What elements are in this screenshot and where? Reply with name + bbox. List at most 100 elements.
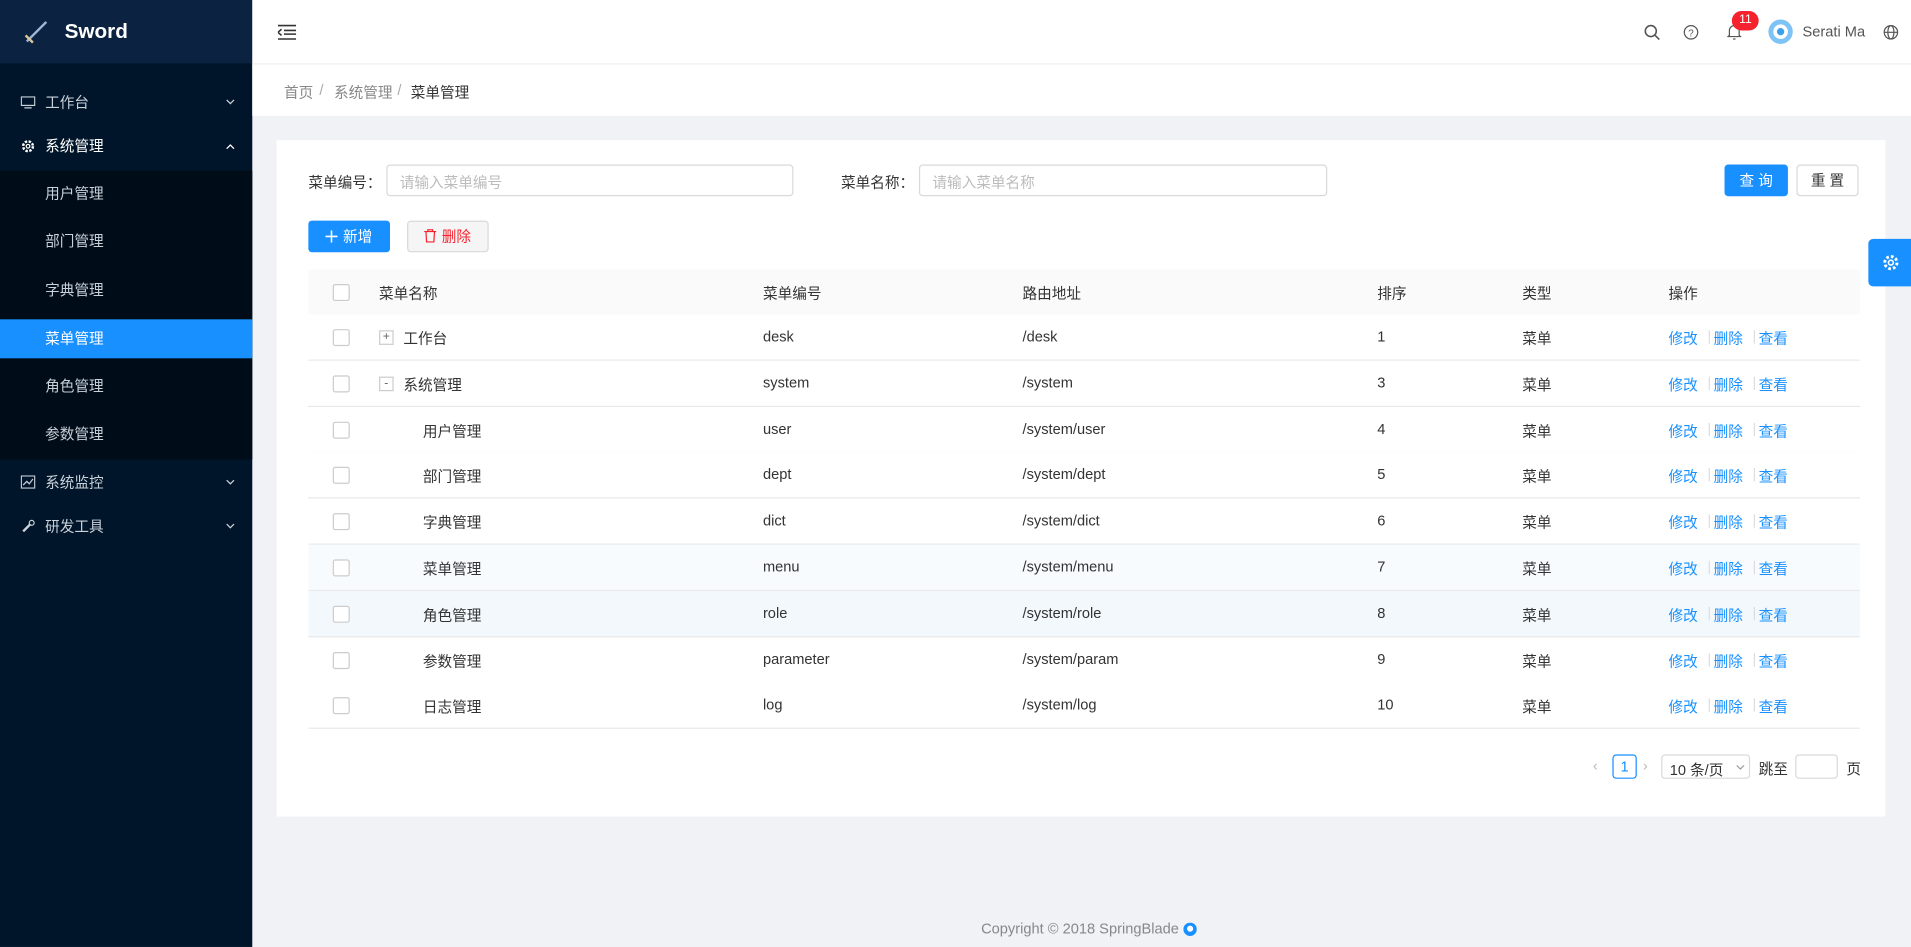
action-link[interactable]: 删除 (1713, 468, 1743, 486)
action-link[interactable]: 修改 (1668, 422, 1698, 440)
submenu-item[interactable]: 角色管理 (0, 363, 252, 411)
action-divider (1708, 514, 1710, 528)
checkbox[interactable] (332, 283, 350, 302)
route-path: /system/user (1022, 419, 1106, 438)
checkbox[interactable] (332, 375, 350, 393)
submenu-item[interactable]: 用户管理 (0, 171, 252, 219)
text-input[interactable]: 请输入菜单名称 (918, 164, 1328, 197)
action-divider (1753, 422, 1755, 436)
submenu: 用户管理 部门管理 字典管理 菜单管理 角色管理 参数管理 (0, 170, 253, 460)
action-divider (1753, 330, 1755, 344)
submenu-label: 用户管理 (45, 185, 104, 203)
settings-tab[interactable] (1868, 238, 1911, 287)
breadcrumb-separator: / (319, 81, 324, 99)
menu-item[interactable]: 系统监控 (0, 461, 252, 505)
menu-item[interactable]: 工作台 (0, 80, 252, 124)
menu-label: 研发工具 (45, 517, 104, 536)
field-label: 菜单编号： (308, 174, 382, 192)
delete-button[interactable]: 删除 (407, 220, 489, 253)
table-row[interactable]: - 系统管理 system/system 3 菜单 修改 删除 查看 (308, 360, 1860, 407)
submenu-item[interactable]: 参数管理 (0, 411, 252, 459)
action-link[interactable]: 查看 (1758, 652, 1788, 670)
table-row[interactable]: + 工作台 desk/desk 1 菜单 修改 删除 查看 (308, 314, 1860, 361)
action-link[interactable]: 删除 (1713, 652, 1743, 670)
action-link[interactable]: 查看 (1758, 330, 1788, 348)
checkbox[interactable] (332, 421, 350, 439)
action-link[interactable]: 修改 (1668, 560, 1698, 578)
action-link[interactable]: 删除 (1713, 422, 1743, 440)
action-divider (1708, 698, 1710, 713)
expand-toggle[interactable]: - (379, 376, 394, 391)
route-path: /system/param (1022, 650, 1119, 668)
checkbox[interactable] (332, 329, 350, 347)
action-link[interactable]: 删除 (1713, 514, 1743, 532)
action-link[interactable]: 修改 (1668, 330, 1698, 348)
action-link[interactable]: 查看 (1758, 468, 1788, 486)
table-row[interactable]: 部门管理 dept/system/dept 5 菜单 修改 删除 查看 (308, 452, 1860, 499)
submenu-item-active[interactable]: 菜单管理 (0, 319, 253, 359)
table-row[interactable]: 菜单管理 menu/system/menu 7 菜单 修改 删除 查看 (308, 544, 1860, 592)
column-header: 操作 (1668, 285, 1698, 303)
action-link[interactable]: 修改 (1668, 376, 1698, 394)
breadcrumb-item[interactable]: 首页 (283, 84, 314, 102)
query-button[interactable]: 查 询 (1724, 164, 1788, 197)
help-icon[interactable]: ? (1683, 24, 1699, 40)
menu-code: dept (762, 466, 792, 484)
language-icon[interactable] (1883, 24, 1899, 40)
table-row[interactable]: 用户管理 user/system/user 4 菜单 修改 删除 查看 (308, 406, 1860, 453)
action-link[interactable]: 删除 (1713, 560, 1743, 578)
submenu-item[interactable]: 部门管理 (0, 218, 252, 266)
user-name[interactable]: Serati Ma (1802, 23, 1866, 41)
menu-name: 部门管理 (422, 468, 482, 486)
action-link[interactable]: 修改 (1668, 468, 1698, 486)
submenu-item[interactable]: 字典管理 (0, 267, 252, 315)
menu-item[interactable]: 研发工具 (0, 505, 252, 549)
search-icon[interactable] (1644, 24, 1660, 41)
page-number[interactable]: 1 (1612, 754, 1637, 779)
column-header: 菜单编号 (762, 285, 822, 303)
table-row[interactable]: 角色管理 role/system/role 8 菜单 修改 删除 查看 (308, 590, 1860, 638)
next-page[interactable]: › (1642, 756, 1648, 774)
prev-page[interactable]: ‹ (1592, 756, 1598, 774)
menu-item[interactable]: 系统管理 (0, 124, 252, 168)
jump-input[interactable] (1795, 754, 1838, 779)
route-path: /system (1022, 373, 1073, 391)
checkbox[interactable] (332, 513, 350, 531)
action-link[interactable]: 删除 (1713, 330, 1743, 348)
action-link[interactable]: 修改 (1668, 514, 1698, 532)
action-link[interactable]: 查看 (1758, 698, 1788, 716)
button-label: 删除 (441, 227, 472, 245)
action-link[interactable]: 删除 (1713, 376, 1743, 394)
sort-order: 5 (1377, 466, 1386, 484)
checkbox[interactable] (332, 651, 350, 669)
action-link[interactable]: 删除 (1713, 606, 1743, 624)
action-link[interactable]: 修改 (1668, 652, 1698, 670)
breadcrumb-item[interactable]: 系统管理 (333, 84, 393, 102)
header: ? 11 Serati Ma (252, 0, 1911, 65)
checkbox[interactable] (332, 559, 350, 577)
text-input[interactable]: 请输入菜单编号 (386, 164, 794, 197)
action-link[interactable]: 查看 (1758, 514, 1788, 532)
table-row[interactable]: 字典管理 dict/system/dict 6 菜单 修改 删除 查看 (308, 498, 1860, 546)
expand-toggle[interactable]: + (379, 330, 394, 345)
reset-button[interactable]: 重 置 (1796, 164, 1859, 197)
checkbox[interactable] (332, 605, 350, 623)
table-row[interactable]: 参数管理 parameter/system/param 9 菜单 修改 删除 查看 (308, 636, 1860, 684)
table-row[interactable]: 日志管理 log/system/log 10 菜单 修改 删除 查看 (308, 682, 1860, 730)
github-icon[interactable] (1183, 922, 1198, 936)
add-button[interactable]: 新增 (308, 220, 390, 253)
collapse-icon[interactable] (277, 24, 297, 40)
action-link[interactable]: 查看 (1758, 560, 1788, 578)
action-link[interactable]: 查看 (1758, 606, 1788, 624)
checkbox[interactable] (332, 697, 350, 715)
action-link[interactable]: 查看 (1758, 376, 1788, 394)
page-size-select[interactable]: 10 条/页 (1661, 754, 1751, 779)
action-link[interactable]: 查看 (1758, 422, 1788, 440)
checkbox[interactable] (332, 467, 350, 485)
action-link[interactable]: 删除 (1713, 698, 1743, 716)
avatar[interactable] (1767, 18, 1794, 45)
action-link[interactable]: 修改 (1668, 698, 1698, 716)
menu-code: menu (762, 558, 800, 576)
action-link[interactable]: 修改 (1668, 606, 1698, 624)
